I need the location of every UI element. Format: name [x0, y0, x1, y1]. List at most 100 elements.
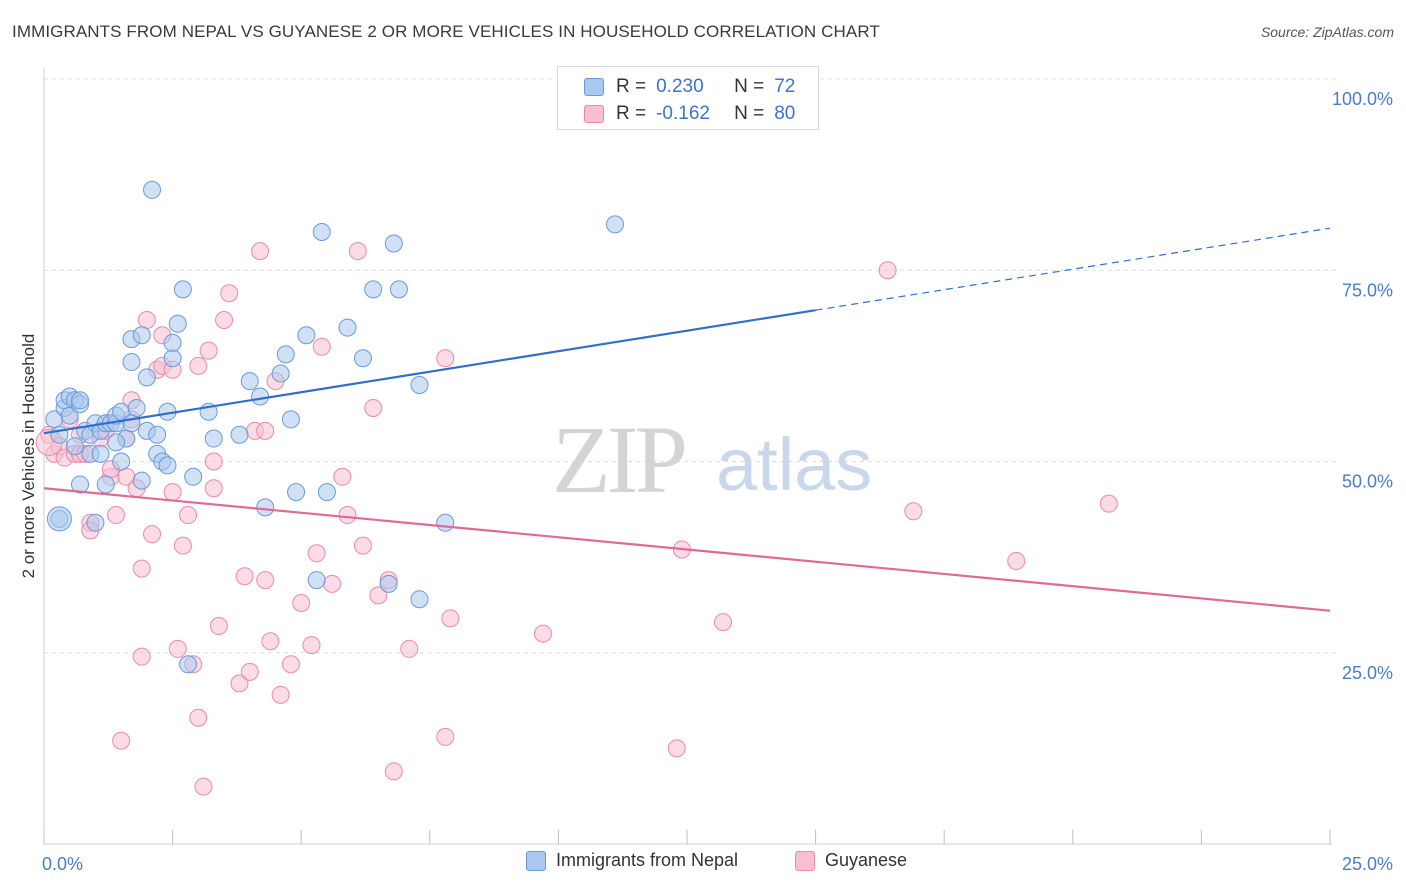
point-nepal: [163, 349, 182, 368]
trend-line-nepal: [43, 309, 816, 435]
point-nepal: [65, 437, 84, 456]
point-guyanese: [302, 636, 321, 655]
legend-n-value: 72: [774, 76, 796, 97]
point-guyanese: [189, 356, 208, 375]
point-nepal: [436, 513, 455, 532]
series-nepal: [45, 180, 624, 674]
watermark: ZIP atlas: [552, 406, 872, 513]
legend: R = 0.230 N = 72 R = -0.162 N = 80: [557, 66, 819, 130]
point-guyanese: [163, 483, 182, 502]
point-guyanese: [904, 502, 923, 521]
point-nepal: [158, 456, 177, 475]
point-guyanese: [441, 609, 460, 628]
point-guyanese: [112, 731, 131, 750]
watermark-atlas: atlas: [716, 423, 872, 506]
legend-r-key: R =: [616, 103, 647, 124]
point-nepal: [71, 475, 90, 494]
point-guyanese: [384, 762, 403, 781]
point-guyanese: [533, 624, 552, 643]
point-guyanese: [256, 571, 275, 590]
point-guyanese: [436, 727, 455, 746]
point-guyanese: [364, 398, 383, 417]
point-guyanese: [878, 261, 897, 280]
legend-n-key: N =: [734, 76, 765, 97]
point-nepal: [132, 471, 151, 490]
point-nepal: [256, 498, 275, 517]
point-nepal: [251, 387, 270, 406]
point-guyanese: [271, 685, 290, 704]
point-guyanese: [714, 613, 733, 632]
point-guyanese: [143, 525, 162, 544]
point-guyanese: [220, 284, 239, 303]
legend-r-value: 0.230: [656, 76, 704, 97]
point-guyanese: [1007, 551, 1026, 570]
point-nepal: [271, 364, 290, 383]
point-nepal: [127, 398, 146, 417]
point-guyanese: [348, 242, 367, 261]
tick-labels: 25.0% 50.0% 75.0% 100.0% 0.0% 25.0%: [42, 89, 1393, 874]
point-guyanese: [312, 337, 331, 356]
point-guyanese: [132, 647, 151, 666]
point-nepal: [137, 368, 156, 387]
legend-r-key: R =: [616, 76, 647, 97]
trend-lines: [43, 227, 1331, 612]
y-tick-label: 50.0%: [1342, 472, 1393, 492]
point-nepal: [96, 475, 115, 494]
point-nepal: [312, 223, 331, 241]
axes: [43, 68, 1332, 845]
point-nepal: [86, 513, 105, 532]
point-nepal: [389, 280, 408, 299]
point-guyanese: [281, 655, 300, 674]
point-guyanese: [209, 616, 228, 635]
point-nepal: [307, 571, 326, 590]
point-guyanese: [256, 421, 275, 440]
point-guyanese: [400, 639, 419, 658]
point-guyanese: [292, 594, 311, 613]
bottom-legend-item-guyanese: Guyanese: [795, 850, 907, 871]
point-nepal: [379, 574, 398, 593]
point-guyanese: [1099, 494, 1118, 513]
point-nepal: [410, 376, 429, 394]
point-guyanese: [436, 349, 455, 368]
point-guyanese: [194, 777, 213, 796]
bottom-legend-label-guyanese: Guyanese: [825, 850, 908, 870]
series-guyanese: [35, 242, 1118, 796]
point-guyanese: [107, 506, 126, 525]
bottom-legend-label-nepal: Immigrants from Nepal: [556, 850, 739, 870]
point-guyanese: [204, 479, 223, 498]
point-guyanese: [189, 708, 208, 727]
point-nepal: [317, 483, 336, 502]
bottom-legend-swatch-guyanese: [795, 850, 815, 871]
point-nepal: [71, 391, 90, 410]
legend-n-key: N =: [734, 103, 765, 124]
point-nepal: [410, 590, 429, 609]
trend-line-nepal-extension: [815, 227, 1331, 311]
y-tick-label: 25.0%: [1342, 663, 1393, 683]
point-nepal: [184, 467, 203, 486]
y-tick-label: 75.0%: [1342, 280, 1393, 300]
x-tick-label: 0.0%: [42, 854, 83, 874]
point-guyanese: [338, 506, 357, 525]
point-guyanese: [137, 310, 156, 329]
point-guyanese: [199, 341, 218, 360]
point-guyanese: [168, 639, 187, 658]
y-tick-label: 100.0%: [1332, 89, 1393, 109]
point-guyanese: [204, 452, 223, 471]
point-nepal: [287, 483, 306, 502]
point-nepal: [112, 452, 131, 471]
source-label: Source: ZipAtlas.com: [1260, 24, 1394, 40]
watermark-zip: ZIP: [552, 406, 685, 513]
bottom-legend-swatch-nepal: [526, 850, 546, 871]
legend-swatch-guyanese: [584, 105, 604, 123]
point-guyanese: [261, 632, 280, 651]
gridlines: [44, 78, 1338, 654]
point-nepal: [107, 433, 126, 452]
point-nepal: [204, 429, 223, 448]
point-guyanese: [235, 567, 254, 586]
point-guyanese: [307, 544, 326, 563]
y-axis-title: 2 or more Vehicles in Household: [19, 334, 38, 579]
point-nepal: [132, 326, 151, 345]
chart-title: IMMIGRANTS FROM NEPAL VS GUYANESE 2 OR M…: [12, 22, 880, 41]
point-nepal: [230, 425, 249, 444]
